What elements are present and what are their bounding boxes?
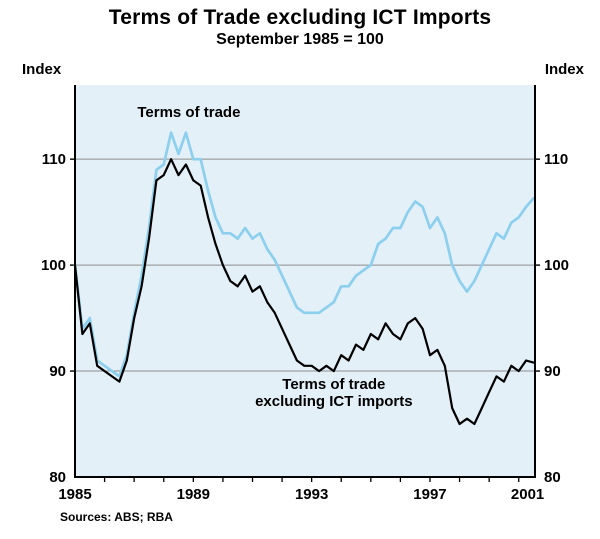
y-tick-label-right-100: 100 bbox=[544, 257, 569, 274]
x-tick-label-2001: 2001 bbox=[511, 486, 544, 503]
y-tick-label-left-110: 110 bbox=[42, 151, 66, 168]
x-tick-label-1993: 1993 bbox=[295, 486, 328, 503]
y-tick-label-left-100: 100 bbox=[41, 257, 66, 274]
y-tick-label-left-90: 90 bbox=[49, 363, 66, 380]
sources-note: Sources: ABS; RBA bbox=[60, 510, 173, 524]
y-tick-label-right-110: 110 bbox=[544, 151, 568, 168]
series-line-terms-of-trade bbox=[73, 131, 535, 378]
line-chart: 80 80 90 90 100 100 110 110 1985 1989 1993 1997 2001… bbox=[41, 85, 569, 503]
chart-title: Terms of Trade excluding ICT Imports bbox=[108, 6, 492, 29]
chart-subtitle: September 1985 = 100 bbox=[216, 31, 384, 48]
excluding-ict-label-line1: Terms of trade bbox=[282, 376, 385, 393]
series-line-terms-of-trade-excluding-ict bbox=[73, 158, 535, 426]
x-tick-label-1997: 1997 bbox=[413, 486, 446, 503]
y-axis-label-left: Index bbox=[22, 61, 62, 78]
x-tick-label-1989: 1989 bbox=[177, 486, 210, 503]
x-tick-label-1985: 1985 bbox=[58, 486, 91, 503]
y-tick-label-right-80: 80 bbox=[544, 469, 561, 486]
excluding-ict-label-line2: excluding ICT imports bbox=[255, 393, 413, 410]
terms-of-trade-label: Terms of trade bbox=[137, 104, 240, 121]
y-tick-label-right-90: 90 bbox=[544, 363, 561, 380]
y-tick-label-left-80: 80 bbox=[49, 469, 66, 486]
y-axis-label-right: Index bbox=[544, 61, 584, 78]
